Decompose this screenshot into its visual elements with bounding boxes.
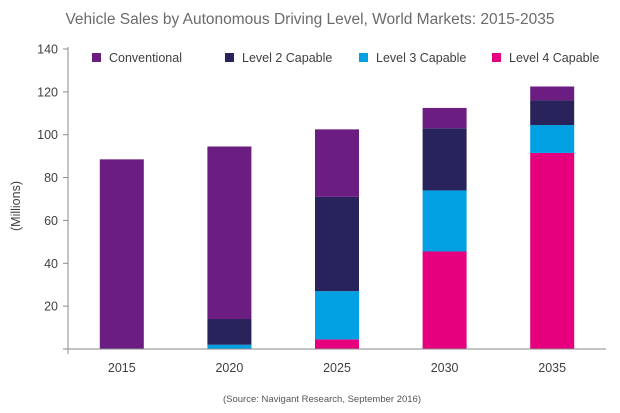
bar-2025-level-2-capable bbox=[315, 196, 359, 292]
bar-2030-level-3-capable bbox=[422, 190, 467, 252]
bar-2035-level-2-capable bbox=[530, 100, 575, 126]
legend-swatch bbox=[225, 53, 234, 62]
legend-swatch bbox=[492, 53, 501, 62]
bars-group bbox=[99, 86, 575, 349]
x-tick-label: 2030 bbox=[431, 361, 459, 375]
y-tick-label: 80 bbox=[44, 171, 58, 185]
bar-2020-conventional bbox=[207, 146, 252, 319]
y-ticks-group: 20 40 60 80 100 120 140 bbox=[37, 43, 68, 350]
bar-2035-level-4-capable bbox=[530, 152, 575, 349]
bar-2030-conventional bbox=[422, 107, 467, 129]
y-tick-label: 100 bbox=[37, 128, 58, 142]
bar-2025-conventional bbox=[315, 129, 359, 197]
y-tick-label: 120 bbox=[37, 85, 58, 99]
bar-2030-level-4-capable bbox=[422, 251, 467, 349]
bar-2025-level-4-capable bbox=[315, 339, 359, 349]
y-tick-label: 140 bbox=[37, 43, 58, 57]
x-tick-label: 2035 bbox=[538, 361, 566, 375]
legend-label: Level 3 Capable bbox=[376, 51, 466, 65]
y-tick-label: 40 bbox=[44, 257, 58, 271]
legend-swatch bbox=[359, 53, 368, 62]
y-axis-label: (Millions) bbox=[9, 181, 23, 231]
bar-2035-level-3-capable bbox=[530, 125, 575, 153]
legend-label: Level 4 Capable bbox=[509, 51, 599, 65]
legend: Conventional Level 2 Capable Level 3 Capab… bbox=[92, 51, 599, 65]
chart-source: (Source: Navigant Research, September 20… bbox=[223, 394, 421, 405]
legend-label: Conventional bbox=[109, 51, 182, 65]
legend-label: Level 2 Capable bbox=[242, 51, 332, 65]
x-tick-label: 2020 bbox=[215, 361, 243, 375]
x-ticks-group: 2015 2020 2025 2030 2035 bbox=[108, 361, 566, 375]
x-tick-label: 2015 bbox=[108, 361, 136, 375]
y-tick-label: 60 bbox=[44, 214, 58, 228]
y-tick-label: 20 bbox=[44, 300, 58, 314]
bar-2035-conventional bbox=[530, 86, 575, 101]
bar-2025-level-3-capable bbox=[315, 291, 359, 340]
legend-swatch bbox=[92, 53, 101, 62]
bar-2020-level-2-capable bbox=[207, 319, 252, 345]
x-tick-label: 2025 bbox=[323, 361, 351, 375]
bar-2015-conventional bbox=[99, 159, 144, 349]
bar-2020-level-3-capable bbox=[207, 344, 252, 349]
bar-2030-level-2-capable bbox=[422, 128, 467, 191]
chart-title: Vehicle Sales by Autonomous Driving Leve… bbox=[65, 11, 554, 28]
